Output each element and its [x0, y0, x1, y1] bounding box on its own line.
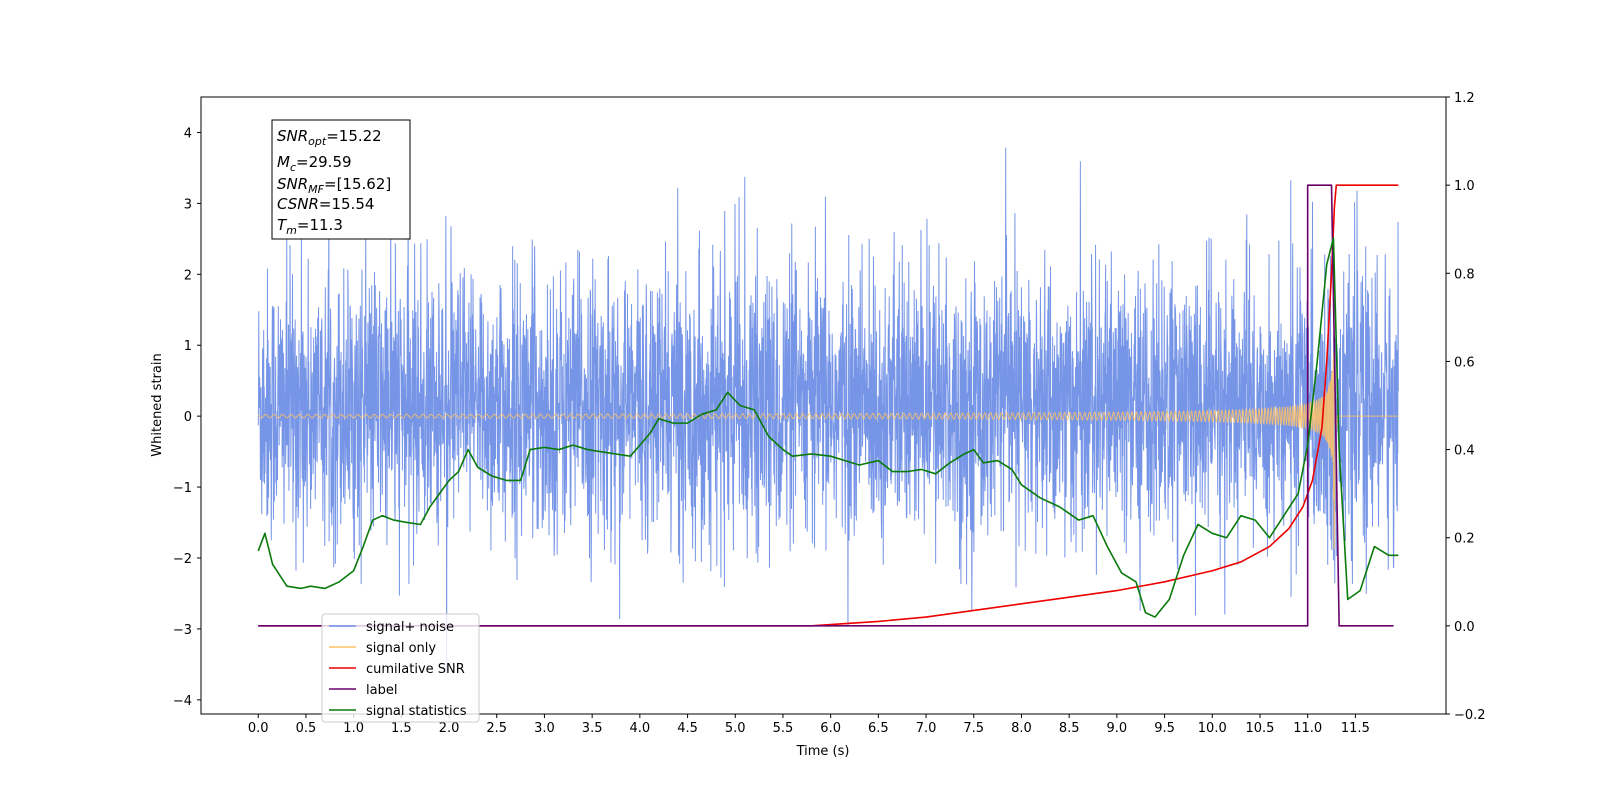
x-tick-label: 1.5 [391, 721, 412, 736]
x-tick-label: 2.0 [439, 721, 460, 736]
annotation-line: SNRopt=15.22 [277, 127, 382, 148]
annotation-value: =15.54 [319, 195, 375, 213]
series-signal-statistics-line [257, 237, 1399, 618]
annotation-value: =[15.62] [324, 175, 391, 193]
y-left-tick-label: −1 [173, 481, 192, 496]
legend-entry-label: label [366, 683, 397, 698]
x-tick-label: 8.0 [1011, 721, 1032, 736]
x-tick-label: 1.0 [343, 721, 364, 736]
y-left-tick-label: 3 [184, 197, 192, 212]
legend: signal+ noise signal only cumilative SNR la… [321, 613, 480, 723]
y-left-tick-label: 4 [184, 126, 192, 141]
x-tick-label: 11.5 [1341, 721, 1370, 736]
x-axis-label: Time (s) [796, 744, 850, 759]
annotation-subscript: m [286, 224, 297, 237]
annotation-symbol: CSNR [277, 195, 319, 213]
x-tick-label: 10.0 [1198, 721, 1227, 736]
annotation-symbol: SNR [277, 127, 308, 145]
annotation-line: SNRMF=[15.62] [277, 175, 391, 196]
y-right-tick-label: 0.4 [1454, 444, 1475, 459]
y-left-tick-label: 2 [184, 268, 192, 283]
legend-entry-label: signal statistics [366, 704, 467, 719]
x-tick-label: 5.0 [725, 721, 746, 736]
x-tick-label: 4.0 [630, 721, 651, 736]
series-label-line [258, 184, 1394, 627]
annotation-value: =11.3 [297, 216, 343, 234]
x-tick-label: 3.5 [582, 721, 603, 736]
x-tick-label: 11.0 [1293, 721, 1322, 736]
legend-entry-label: cumilative SNR [366, 662, 465, 677]
annotation-line: CSNR=15.54 [277, 195, 374, 213]
annotation-subscript: c [290, 161, 296, 174]
series-signal-only-line [257, 351, 1399, 550]
annotation-value: =15.22 [326, 127, 382, 145]
y-right-tick-label: 0.6 [1454, 355, 1475, 370]
stats-annotation-box: SNRopt=15.22Mc=29.59SNRMF=[15.62]CSNR=15… [271, 119, 411, 240]
x-tick-label: 6.5 [868, 721, 889, 736]
y-right-tick-label: 1.2 [1454, 91, 1475, 106]
y-right-tick-label: 0.8 [1454, 267, 1475, 282]
annotation-value: =29.59 [296, 153, 352, 171]
x-tick-label: 8.5 [1059, 721, 1080, 736]
y-axis-left-ticks: 4 3 2 1 0 −1 −2 −3 −4 [173, 126, 201, 709]
x-tick-label: 9.0 [1107, 721, 1128, 736]
annotation-symbol: SNR [277, 175, 308, 193]
annotation-line: Mc=29.59 [277, 153, 352, 174]
y-axis-right-ticks: 1.2 1.0 0.8 0.6 0.4 0.2 0.0 −0.2 [1446, 91, 1486, 723]
y-axis-label: Whitened strain [150, 353, 165, 456]
x-tick-label: 5.5 [773, 721, 794, 736]
annotation-subscript: MF [308, 183, 324, 196]
annotation-line: Tm=11.3 [277, 216, 343, 237]
y-right-tick-label: 0.2 [1454, 532, 1475, 547]
series-cumilative-snr-line [258, 184, 1399, 627]
x-tick-label: 2.5 [486, 721, 507, 736]
annotation-symbol: T [277, 216, 288, 234]
y-left-tick-label: 0 [184, 410, 192, 425]
x-tick-label: 0.5 [296, 721, 317, 736]
y-left-tick-label: 1 [184, 339, 192, 354]
legend-entry-label: signal+ noise [366, 620, 454, 635]
legend-entry-label: signal only [366, 641, 436, 656]
x-tick-label: 7.5 [963, 721, 984, 736]
legend-frame [321, 613, 480, 723]
x-tick-label: 10.5 [1245, 721, 1274, 736]
x-tick-label: 6.0 [820, 721, 841, 736]
y-right-tick-label: −0.2 [1454, 708, 1486, 723]
x-axis-ticks: 0.0 0.5 1.0 1.5 2.0 2.5 3.0 3.5 4.0 4.5 5.0 5.5 6.0 6… [248, 714, 1370, 736]
x-tick-label: 9.5 [1154, 721, 1175, 736]
plot-frame [200, 96, 1447, 715]
x-tick-label: 3.0 [534, 721, 555, 736]
y-left-tick-label: −4 [173, 694, 192, 709]
x-tick-label: 0.0 [248, 721, 269, 736]
series-layer [257, 147, 1399, 675]
y-right-tick-label: 0.0 [1454, 620, 1475, 635]
x-tick-label: 4.5 [677, 721, 698, 736]
annotation-subscript: opt [308, 135, 327, 148]
annotation-frame [271, 119, 411, 240]
annotation-symbol: M [277, 153, 290, 171]
series-signal-plus-noise-line [257, 147, 1399, 675]
y-left-tick-label: −3 [173, 623, 192, 638]
x-tick-label: 7.0 [916, 721, 937, 736]
y-right-tick-label: 1.0 [1454, 179, 1475, 194]
y-left-tick-label: −2 [173, 552, 192, 567]
